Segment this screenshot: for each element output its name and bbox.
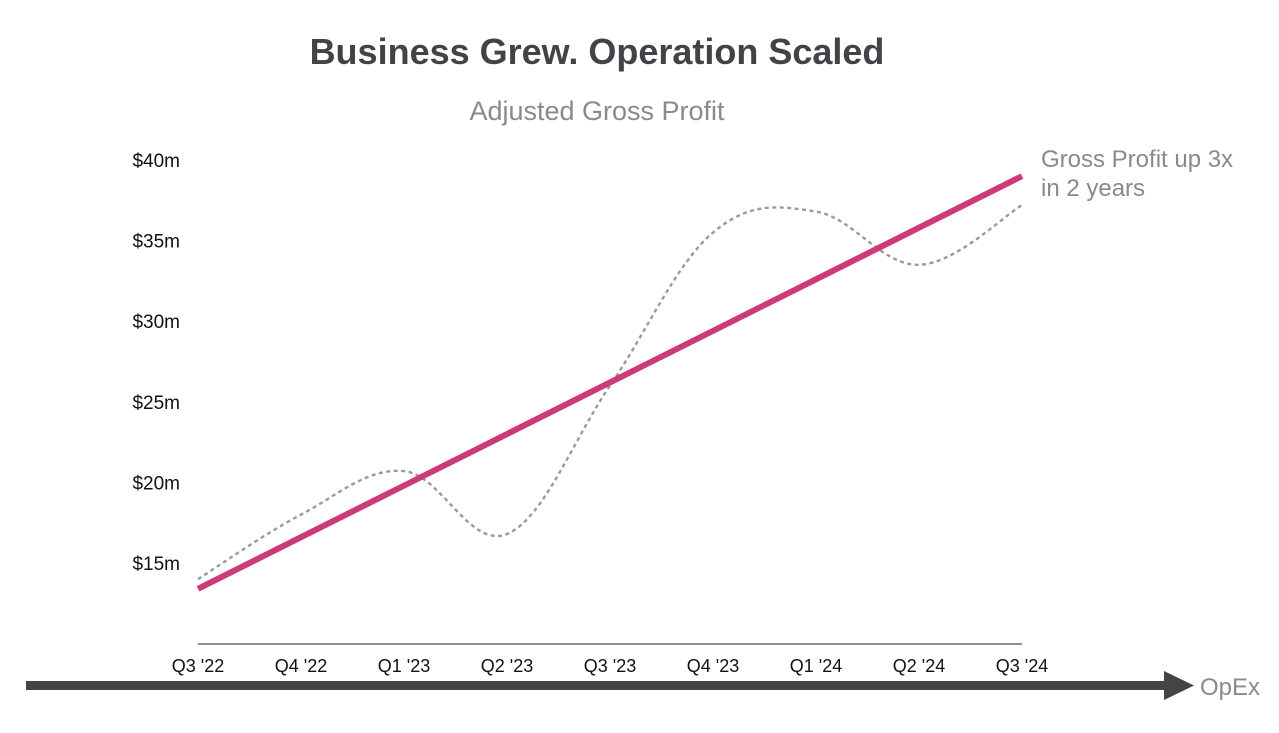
y-tick-label: $15m [132, 554, 180, 575]
y-tick-label: $35m [132, 232, 180, 253]
annotation-line: in 2 years [1041, 175, 1145, 202]
x-tick-label: Q2 '23 [481, 656, 533, 676]
x-tick-label: Q3 '23 [584, 656, 636, 676]
y-tick-label: $30m [132, 312, 180, 333]
x-tick-label: Q2 '24 [893, 656, 945, 676]
opex-arrow-shaft [26, 681, 1168, 690]
x-tick-label: Q1 '23 [378, 656, 430, 676]
y-tick-label: $20m [132, 473, 180, 494]
y-tick-label: $40m [132, 151, 180, 172]
series-line-1 [196, 173, 1024, 592]
x-tick-label: Q3 '24 [996, 656, 1048, 676]
opex-arrow: OpEx [26, 671, 1260, 701]
y-axis-ticks: $15m $20m $25m $30m $35m $40m [132, 151, 180, 575]
opex-label: OpEx [1200, 674, 1260, 701]
annotation-line: Gross Profit up 3x [1041, 146, 1233, 173]
opex-arrow-head [1164, 671, 1194, 700]
x-tick-label: Q4 '22 [275, 656, 327, 676]
x-tick-label: Q4 '23 [687, 656, 739, 676]
series-layer [196, 173, 1024, 592]
y-tick-label: $25m [132, 393, 180, 414]
chart-title: Business Grew. Operation Scaled [310, 31, 885, 72]
chart-subtitle: Adjusted Gross Profit [469, 96, 725, 126]
x-axis-ticks: Q3 '22 Q4 '22 Q1 '23 Q2 '23 Q3 '23 Q4 '23 Q1 '… [172, 656, 1048, 676]
x-tick-label: Q3 '22 [172, 656, 224, 676]
series-line-0 [197, 204, 1023, 581]
x-tick-label: Q1 '24 [790, 656, 842, 676]
